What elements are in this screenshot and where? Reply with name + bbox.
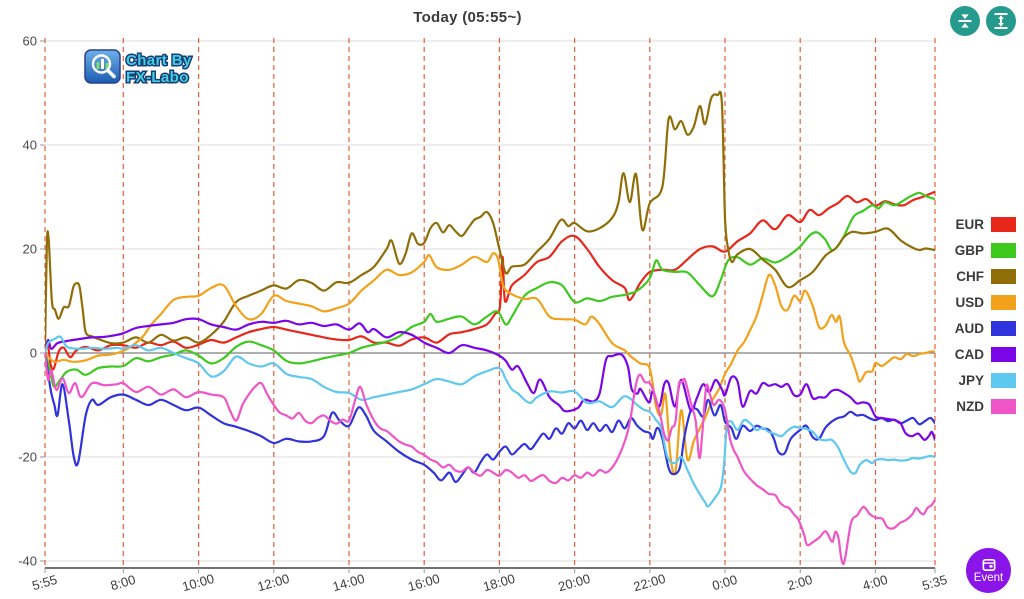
event-button[interactable]: Event — [966, 548, 1011, 593]
x-tick-label: 10:00 — [180, 571, 215, 594]
logo-text-line2: FX-Labo — [126, 69, 189, 86]
series-usd — [45, 252, 935, 476]
calendar-icon — [982, 558, 995, 571]
series-jpy — [45, 335, 935, 508]
compress-vertical-button[interactable] — [950, 6, 980, 36]
x-tick-label: 5:55 — [30, 572, 58, 593]
legend-label: CAD — [954, 346, 984, 362]
legend-label: NZD — [956, 398, 984, 414]
x-tick-label: 16:00 — [406, 571, 441, 594]
chart-legend: EUR GBP CHF USD AUD CAD JPY NZD — [928, 211, 1016, 419]
legend-item-aud: AUD — [928, 315, 1016, 341]
y-tick-label: 40 — [23, 138, 37, 153]
legend-item-jpy: JPY — [928, 367, 1016, 393]
x-tick-label: 22:00 — [632, 571, 667, 594]
legend-swatch — [991, 320, 1016, 336]
x-tick-label: 2:00 — [786, 572, 814, 593]
logo-text: Chart By FX-Labo — [125, 51, 194, 88]
x-tick-label: 4:00 — [861, 572, 889, 593]
legend-item-gbp: GBP — [928, 237, 1016, 263]
series-nzd — [45, 351, 935, 566]
x-tick-label: 5:35 — [920, 572, 948, 593]
series-eur — [45, 190, 935, 371]
y-tick-label: 60 — [23, 34, 37, 49]
x-tick-label: 14:00 — [331, 571, 366, 594]
legend-label: JPY — [958, 372, 984, 388]
x-tick-label: 8:00 — [109, 572, 137, 593]
legend-swatch — [991, 346, 1016, 362]
x-tick-label: 12:00 — [256, 571, 291, 594]
legend-item-cad: CAD — [928, 341, 1016, 367]
compress-icon — [958, 14, 972, 28]
logo-text-line1: Chart By — [126, 52, 192, 69]
y-tick-label: -40 — [18, 554, 37, 569]
legend-swatch — [991, 268, 1016, 284]
legend-label: EUR — [955, 216, 984, 232]
legend-swatch — [991, 372, 1016, 388]
legend-swatch — [991, 216, 1016, 232]
series-aud — [45, 351, 935, 484]
legend-swatch — [991, 242, 1016, 258]
legend-swatch — [991, 398, 1016, 414]
x-tick-label: 0:00 — [710, 572, 738, 593]
expand-icon — [994, 13, 1008, 29]
series-cad — [45, 317, 935, 441]
legend-item-chf: CHF — [928, 263, 1016, 289]
legend-item-eur: EUR — [928, 211, 1016, 237]
legend-label: GBP — [954, 242, 984, 258]
fx-labo-logo: Chart By FX-Labo — [84, 49, 194, 88]
y-tick-label: 0 — [30, 346, 37, 361]
legend-label: CHF — [956, 268, 984, 284]
x-tick-label: 18:00 — [481, 571, 516, 594]
legend-item-usd: USD — [928, 289, 1016, 315]
legend-swatch — [991, 294, 1016, 310]
series-chf — [45, 90, 935, 355]
event-button-label: Event — [973, 572, 1004, 584]
x-tick-label: 20:00 — [556, 571, 591, 594]
magnifier-chart-icon — [84, 49, 121, 84]
y-tick-label: 20 — [23, 242, 37, 257]
y-tick-label: -20 — [18, 450, 37, 465]
expand-vertical-button[interactable] — [986, 6, 1016, 36]
legend-label: USD — [955, 294, 984, 310]
page-title: Today (05:55~) — [413, 9, 522, 26]
legend-label: AUD — [954, 320, 984, 336]
legend-item-nzd: NZD — [928, 393, 1016, 419]
